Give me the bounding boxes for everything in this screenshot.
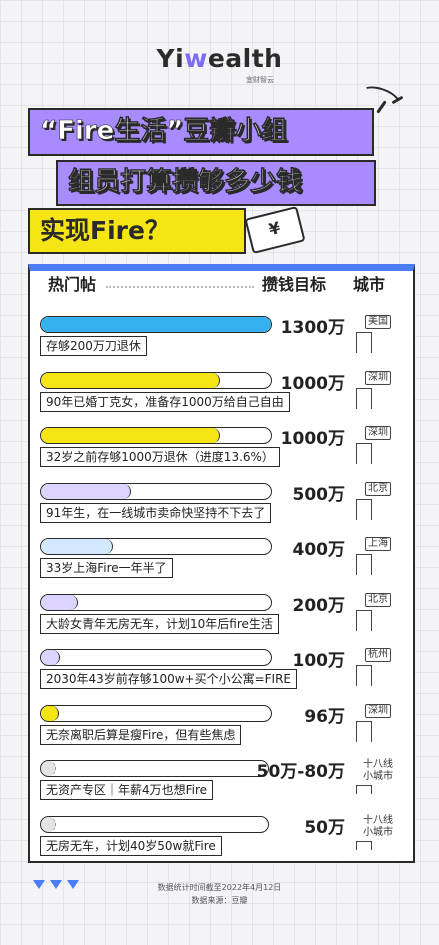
city-text: 十八线 [363,759,393,770]
city-label: 十八线 小城市 [352,815,404,839]
header-divider [106,286,254,288]
bar-track [40,815,269,833]
triangle-icon [50,880,62,889]
city-text: 小城市 [363,771,393,782]
post-label: 大龄女青年无房无车，计划10年后fire生活 [40,613,279,634]
bar [41,483,131,499]
value-label: 500万 [292,484,346,505]
bar [41,372,220,388]
landmark-icon [356,609,372,631]
footer-note: 数据统计时间截至2022年4月12日 [157,883,282,892]
city-label: 北京 [352,592,404,607]
bar-track [40,760,269,777]
landmark-icon [356,720,372,742]
landmark-icon [356,332,372,353]
city-label: 杭州 [352,648,404,662]
title-line-3: 实现Fire？ [28,208,246,254]
city-label: 北京 [352,481,404,496]
post-label: 无房无车，计划40岁50w就Fire [40,835,222,856]
value-label: 100万 [292,651,346,671]
bar-track [40,538,272,555]
city-text: 北京 [365,481,391,496]
city-label: 十八线 小城市 [352,759,404,783]
bar [41,594,78,610]
bar-track [40,704,272,722]
city-text: 深圳 [365,703,391,718]
header-city: 城市 [353,275,386,294]
city-label: 深圳 [352,370,404,385]
logo-wordmark: Yiwealth [156,44,283,73]
city-label: 美国 [352,315,404,329]
landmark-icon [356,785,372,794]
city-text: 深圳 [365,426,391,440]
city-label: 深圳 [352,703,404,718]
landmark-icon [356,498,372,520]
post-label: 2030年43岁前存够100w+买个小公寓=FIRE [40,669,297,689]
title-line-2: 组员打算攒够多少钱 [56,160,376,206]
city-text: 十八线 [363,814,393,826]
value-label: 1000万 [280,429,345,449]
value-label: 1300万 [280,318,345,338]
bar [41,650,60,665]
bar-track [40,371,272,389]
value-label: 200万 [292,595,346,616]
value-label: 400万 [292,540,346,560]
landmark-icon [356,554,372,575]
city-label: 深圳 [352,426,404,440]
bar [41,317,271,332]
city-text: 深圳 [365,370,391,385]
bar [41,761,56,776]
post-label: 91年生，在一线城市卖命快坚持不下去了 [40,502,272,523]
bar [41,816,56,832]
bar-track [40,427,272,444]
city-label: 上海 [352,537,404,551]
city-text: 美国 [365,315,391,329]
logo-subtitle: 宜财智云 [246,76,274,84]
footer-source: 数据来源：豆瓣 [191,896,248,905]
value-label: 50万-80万 [256,762,345,782]
landmark-icon [356,443,372,464]
bar [41,428,220,443]
value-label: 96万 [304,706,345,727]
post-label: 33岁上海Fire一年半了 [40,558,173,578]
city-text: 小城市 [363,826,393,838]
value-label: 50万 [304,817,345,838]
bar [41,539,113,554]
value-label: 1000万 [280,373,345,394]
bar-track [40,649,272,666]
bar-track [40,482,272,500]
bar-track [40,593,272,611]
bar [41,705,59,721]
post-label: 90年已婚丁克女，准备存1000万给自己自由 [40,391,290,412]
landmark-icon [356,665,372,686]
title-line-1: “Fire生活”豆瓣小组 [28,108,374,156]
header-goal: 攒钱目标 [262,275,327,294]
headline: “Fire生活”豆瓣小组 组员打算攒够多少钱 实现Fire？ ¥ [28,81,416,255]
bar-track [40,316,272,333]
city-text: 上海 [365,537,391,551]
post-label: 32岁之前存够1000万退休（进度13.6%） [40,447,280,467]
triangle-icon [67,880,79,889]
post-label: 无奈离职后算是瘦Fire，但有些焦虑 [40,724,242,745]
post-label: 无资产专区｜年薪4万也想Fire [40,780,214,800]
city-text: 杭州 [365,648,391,662]
city-text: 北京 [365,592,391,607]
brand-logo: Yiwealth 宜财智云 [0,44,439,84]
post-label: 存够200万刀退休 [40,336,147,356]
landmark-icon [356,840,372,850]
landmark-icon [356,387,372,409]
header-post: 热门帖 [48,275,97,294]
triangle-icon [33,880,45,889]
